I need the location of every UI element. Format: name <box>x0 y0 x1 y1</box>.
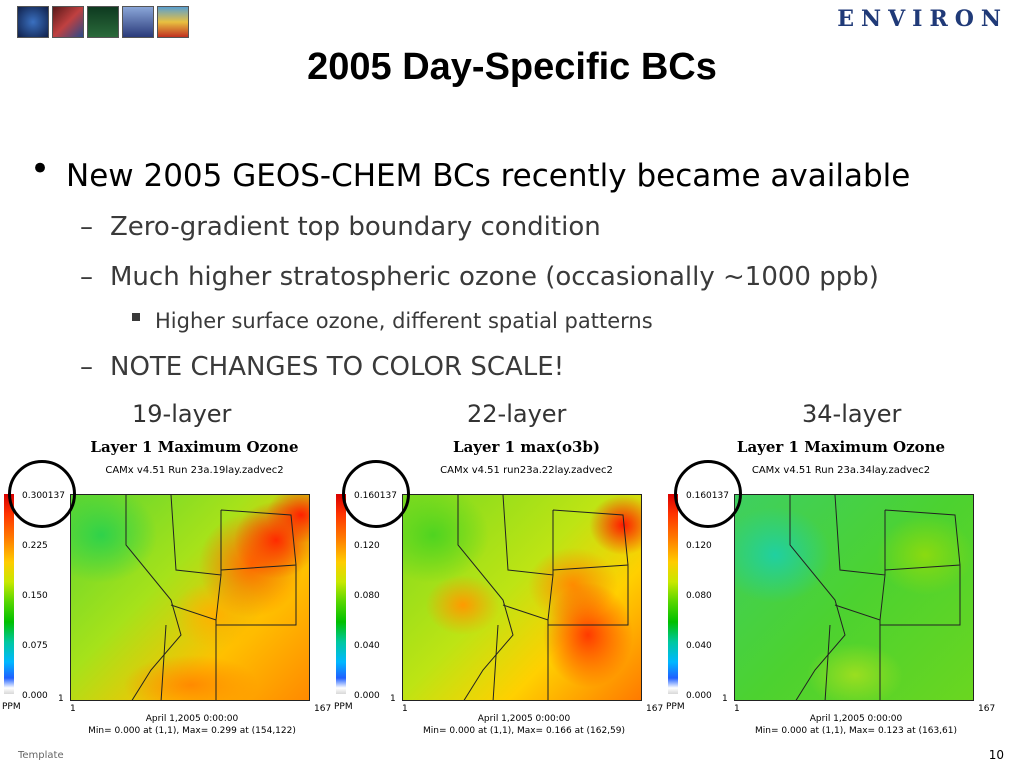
footer-template-label: Template <box>18 750 64 761</box>
x-axis-min: 1 <box>402 704 408 714</box>
unit-label: PPM <box>666 702 685 712</box>
date-label: April 1,2005 0:00:00 <box>809 714 903 724</box>
scale-tick: 0.040 <box>354 641 380 651</box>
ozone-map <box>402 494 642 701</box>
x-axis-max: 167 <box>978 704 996 714</box>
panel-title: Layer 1 max(o3b) <box>453 438 600 456</box>
scale-tick: 0.075 <box>22 641 48 651</box>
sub-bullet-1: Zero-gradient top boundary condition <box>110 212 601 242</box>
highlight-circle <box>342 460 410 528</box>
globe-image <box>17 6 49 38</box>
minmax-label: Min= 0.000 at (1,1), Max= 0.299 at (154,… <box>88 726 296 736</box>
scale-tick: 0.120 <box>354 541 380 551</box>
scale-tick: 0.080 <box>354 591 380 601</box>
panel-title: Layer 1 Maximum Ozone <box>736 438 946 456</box>
ozone-map-panel-19: Layer 1 Maximum Ozone CAMx v4.51 Run 23a… <box>2 436 331 746</box>
y-axis-min: 1 <box>58 694 64 704</box>
bullet-icon: • <box>30 149 51 189</box>
dna-image <box>52 6 84 38</box>
date-label: April 1,2005 0:00:00 <box>145 714 239 724</box>
sub-bullet-3: NOTE CHANGES TO COLOR SCALE! <box>110 352 565 382</box>
y-axis-min: 1 <box>722 694 728 704</box>
dash-icon: – <box>80 352 93 382</box>
unit-label: PPM <box>334 702 353 712</box>
ozone-map-panel-22: Layer 1 max(o3b) CAMx v4.51 run23a.22lay… <box>334 436 663 746</box>
color-scale <box>4 494 14 694</box>
minmax-label: Min= 0.000 at (1,1), Max= 0.166 at (162,… <box>422 726 625 736</box>
panel-subtitle: CAMx v4.51 run23a.22lay.zadvec2 <box>440 465 613 476</box>
ozone-map-panel-34: Layer 1 Maximum Ozone CAMx v4.51 Run 23a… <box>666 436 995 746</box>
column-head-22: 22-layer <box>467 400 567 428</box>
dash-icon: – <box>80 262 93 292</box>
x-axis-min: 1 <box>70 704 76 714</box>
forest-image <box>87 6 119 38</box>
color-scale <box>668 494 678 694</box>
scale-tick: 0.120 <box>686 541 712 551</box>
scale-tick: 0.080 <box>686 591 712 601</box>
unit-label: PPM <box>2 702 21 712</box>
state-borders <box>125 495 297 700</box>
highlight-circle <box>674 460 742 528</box>
panel-title: Layer 1 Maximum Ozone <box>90 438 299 456</box>
x-axis-max: 167 <box>314 704 332 714</box>
slide-title: 2005 Day-Specific BCs <box>307 46 717 88</box>
sub-sub-bullet: Higher surface ozone, different spatial … <box>155 309 653 333</box>
y-axis-min: 1 <box>390 694 396 704</box>
environ-logo: ENVIRON <box>837 6 1008 32</box>
scale-tick: 0.000 <box>354 691 380 701</box>
scale-tick: 0.000 <box>22 691 48 701</box>
square-bullet-icon <box>132 313 140 321</box>
balloon-image <box>157 6 189 38</box>
sub-bullet-2: Much higher stratospheric ozone (occasio… <box>110 262 879 292</box>
panel-subtitle: CAMx v4.51 Run 23a.19lay.zadvec2 <box>105 465 284 476</box>
x-axis-max: 167 <box>646 704 664 714</box>
column-head-34: 34-layer <box>802 400 902 428</box>
date-label: April 1,2005 0:00:00 <box>477 714 571 724</box>
column-head-19: 19-layer <box>132 400 232 428</box>
state-borders <box>457 495 629 700</box>
x-axis-min: 1 <box>734 704 740 714</box>
ozone-map <box>70 494 310 701</box>
color-scale <box>336 494 346 694</box>
ozone-map <box>734 494 974 701</box>
panel-subtitle: CAMx v4.51 Run 23a.34lay.zadvec2 <box>751 465 931 476</box>
highlight-circle <box>8 460 76 528</box>
minmax-label: Min= 0.000 at (1,1), Max= 0.123 at (163,… <box>754 726 957 736</box>
dash-icon: – <box>80 212 93 242</box>
state-borders <box>789 495 961 700</box>
scale-tick: 0.225 <box>22 541 48 551</box>
scale-tick: 0.000 <box>686 691 712 701</box>
bullet-main: New 2005 GEOS-CHEM BCs recently became a… <box>66 158 911 194</box>
scale-tick: 0.040 <box>686 641 712 651</box>
page-number: 10 <box>988 748 1004 762</box>
city-image <box>122 6 154 38</box>
scale-tick: 0.150 <box>22 591 48 601</box>
